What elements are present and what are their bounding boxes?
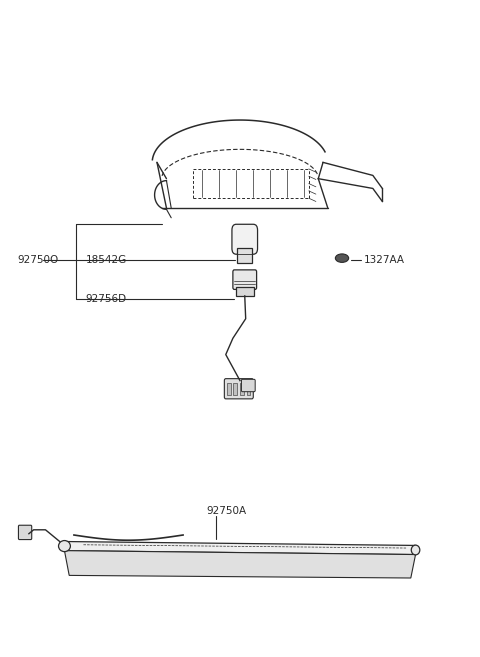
Bar (240, 382, 244, 395)
Text: 1327AA: 1327AA (363, 255, 404, 265)
FancyBboxPatch shape (233, 270, 257, 290)
FancyBboxPatch shape (232, 224, 258, 254)
Ellipse shape (411, 545, 420, 555)
Polygon shape (64, 541, 416, 555)
Bar (237, 248, 252, 263)
Polygon shape (64, 551, 416, 578)
Bar (227, 382, 230, 395)
Bar (247, 382, 251, 395)
Text: 92750A: 92750A (207, 506, 247, 516)
Ellipse shape (59, 541, 71, 552)
Text: 92756D: 92756D (86, 294, 127, 304)
Bar (236, 287, 254, 296)
FancyBboxPatch shape (18, 525, 32, 539)
Text: 92750O: 92750O (17, 255, 58, 265)
Bar (233, 382, 237, 395)
FancyBboxPatch shape (241, 379, 255, 392)
Ellipse shape (336, 254, 348, 262)
Text: 18542G: 18542G (86, 255, 127, 265)
FancyBboxPatch shape (224, 378, 253, 399)
